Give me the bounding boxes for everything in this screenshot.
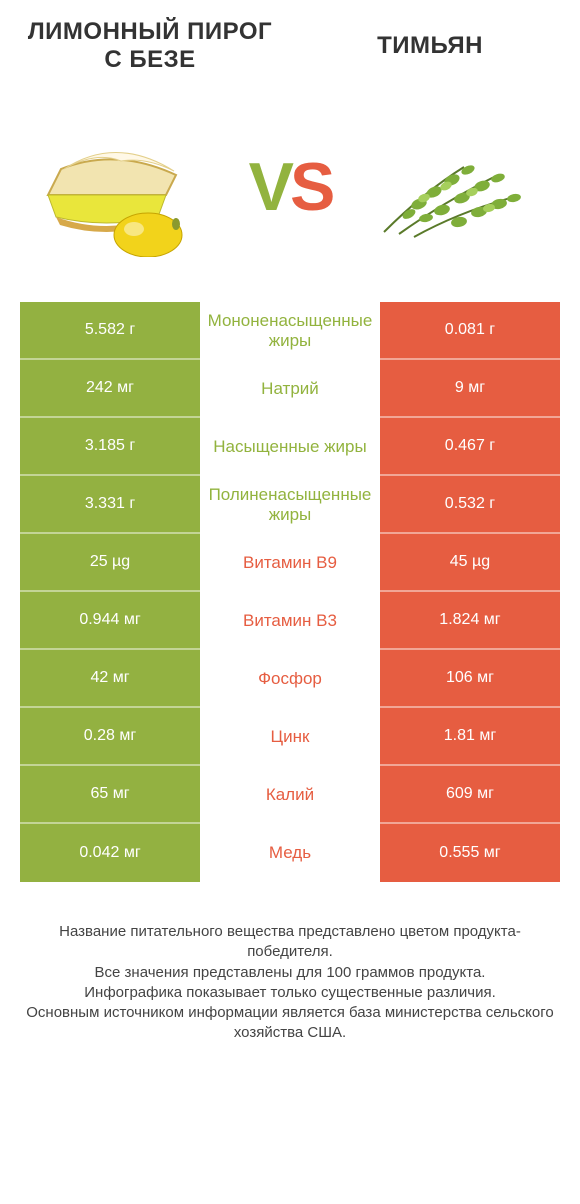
nutrient-label-cell: Мононенасыщенные жиры <box>200 302 380 360</box>
table-row: 25 µgВитамин B945 µg <box>20 534 560 592</box>
nutrient-label-cell: Медь <box>200 824 380 882</box>
right-value-cell: 0.467 г <box>380 418 560 476</box>
right-value-cell: 0.081 г <box>380 302 560 360</box>
table-row: 5.582 гМононенасыщенные жиры0.081 г <box>20 302 560 360</box>
table-row: 3.331 гПолиненасыщенные жиры0.532 г <box>20 476 560 534</box>
vs-letter-s: S <box>290 149 331 225</box>
images-vs-row: VS <box>0 82 580 302</box>
right-value-cell: 106 мг <box>380 650 560 708</box>
right-value-cell: 609 мг <box>380 766 560 824</box>
right-value-cell: 0.532 г <box>380 476 560 534</box>
comparison-table: 5.582 гМононенасыщенные жиры0.081 г242 м… <box>20 302 560 882</box>
table-row: 42 мгФосфор106 мг <box>20 650 560 708</box>
vs-letter-v: V <box>249 149 290 225</box>
lemon-pie-icon <box>26 117 236 257</box>
footer-line-3: Инфографика показывает только существенн… <box>20 983 560 1003</box>
left-value-cell: 0.28 мг <box>20 708 200 766</box>
left-value-cell: 5.582 г <box>20 302 200 360</box>
right-product-title: ТИМЬЯН <box>290 18 570 74</box>
footer-line-1: Название питательного вещества представл… <box>20 922 560 963</box>
left-value-cell: 42 мг <box>20 650 200 708</box>
nutrient-label-cell: Фосфор <box>200 650 380 708</box>
table-row: 0.944 мгВитамин B31.824 мг <box>20 592 560 650</box>
left-value-cell: 242 мг <box>20 360 200 418</box>
right-value-cell: 1.824 мг <box>380 592 560 650</box>
nutrient-label-cell: Витамин B3 <box>200 592 380 650</box>
nutrient-label-cell: Насыщенные жиры <box>200 418 380 476</box>
nutrient-label-cell: Цинк <box>200 708 380 766</box>
table-row: 0.042 мгМедь0.555 мг <box>20 824 560 882</box>
left-value-cell: 0.944 мг <box>20 592 200 650</box>
header-row: ЛИМОННЫЙ ПИРОГ С БЕЗЕ ТИМЬЯН <box>0 0 580 82</box>
nutrient-label-cell: Полиненасыщенные жиры <box>200 476 380 534</box>
left-value-cell: 3.185 г <box>20 418 200 476</box>
left-value-cell: 65 мг <box>20 766 200 824</box>
right-value-cell: 0.555 мг <box>380 824 560 882</box>
left-product-image <box>20 112 243 262</box>
left-product-title: ЛИМОННЫЙ ПИРОГ С БЕЗЕ <box>10 18 290 74</box>
right-product-image <box>337 112 560 262</box>
right-value-cell: 1.81 мг <box>380 708 560 766</box>
right-value-cell: 9 мг <box>380 360 560 418</box>
nutrient-label-cell: Натрий <box>200 360 380 418</box>
table-row: 65 мгКалий609 мг <box>20 766 560 824</box>
right-value-cell: 45 µg <box>380 534 560 592</box>
nutrient-label-cell: Витамин B9 <box>200 534 380 592</box>
table-row: 242 мгНатрий9 мг <box>20 360 560 418</box>
footer-line-2: Все значения представлены для 100 граммо… <box>20 963 560 983</box>
table-row: 0.28 мгЦинк1.81 мг <box>20 708 560 766</box>
footer-notes: Название питательного вещества представл… <box>0 882 580 1044</box>
vs-label: VS <box>249 153 332 221</box>
nutrient-label-cell: Калий <box>200 766 380 824</box>
footer-line-4: Основным источником информации является … <box>20 1003 560 1044</box>
table-row: 3.185 гНасыщенные жиры0.467 г <box>20 418 560 476</box>
left-value-cell: 0.042 мг <box>20 824 200 882</box>
left-value-cell: 3.331 г <box>20 476 200 534</box>
thyme-icon <box>364 122 534 252</box>
left-value-cell: 25 µg <box>20 534 200 592</box>
